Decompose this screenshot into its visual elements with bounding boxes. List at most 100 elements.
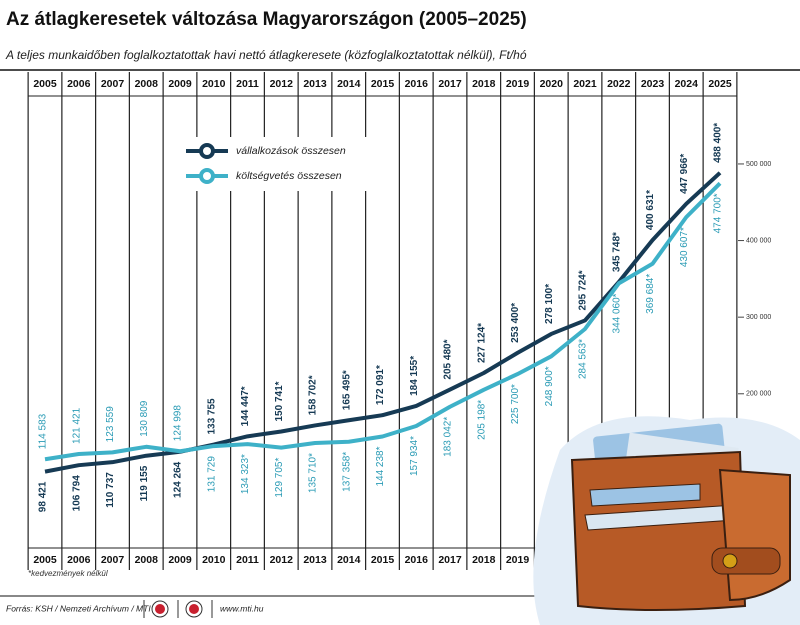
legend: vállalkozások összesen költségvetés össze… xyxy=(178,137,368,191)
data-label: 253 400* xyxy=(510,303,521,343)
data-label: 144 447* xyxy=(240,386,251,426)
x-tick-label: 2024 xyxy=(675,78,699,90)
y-tick-label: 400 000 xyxy=(746,237,771,244)
y-tick-label: 300 000 xyxy=(746,314,771,321)
data-label: 295 724* xyxy=(578,270,589,310)
data-label: 137 358* xyxy=(341,452,352,492)
data-label: 124 264 xyxy=(173,461,184,498)
legend-label: költségvetés összesen xyxy=(236,170,342,182)
data-label: 184 155* xyxy=(409,356,420,396)
x-tick-label: 2011 xyxy=(236,78,259,90)
x-tick-label: 2008 xyxy=(135,554,159,566)
chart-subtitle: A teljes munkaidőben foglalkoztatottak h… xyxy=(5,48,527,62)
data-label: 110 737 xyxy=(105,472,116,508)
data-label: 205 480* xyxy=(443,339,454,379)
logo xyxy=(189,604,199,614)
flap xyxy=(718,468,791,602)
website: www.mti.hu xyxy=(220,603,264,613)
slot xyxy=(589,483,701,507)
x-tick-label: 2010 xyxy=(202,554,226,566)
x-tick-label: 2018 xyxy=(472,78,496,90)
footnote: *kedvezmények nélkül xyxy=(28,569,108,578)
data-label: 135 710* xyxy=(308,453,319,493)
x-tick-label: 2014 xyxy=(337,554,361,566)
wallet-illustration xyxy=(533,416,800,625)
logo xyxy=(155,604,165,614)
x-tick-label: 2014 xyxy=(337,78,361,90)
data-label: 369 684* xyxy=(645,274,656,314)
x-tick-label: 2015 xyxy=(371,78,395,90)
data-label: 165 495* xyxy=(341,370,352,410)
x-tick-label: 2018 xyxy=(472,554,496,566)
x-tick-label: 2009 xyxy=(168,554,192,566)
data-label: 150 741* xyxy=(274,381,285,421)
data-label: 430 607* xyxy=(679,227,690,267)
data-label: 129 705* xyxy=(274,458,285,498)
data-label: 123 559 xyxy=(105,406,116,443)
x-tick-label: 2006 xyxy=(67,554,91,566)
data-label: 183 042* xyxy=(443,417,454,457)
x-tick-label: 2019 xyxy=(506,78,530,90)
series-line xyxy=(44,181,722,462)
data-label: 98 421 xyxy=(38,481,49,512)
x-tick-label: 2020 xyxy=(540,78,564,90)
data-label: 278 100* xyxy=(544,284,555,324)
x-tick-label: 2016 xyxy=(405,554,429,566)
data-label: 124 998 xyxy=(173,405,184,442)
x-tick-label: 2007 xyxy=(101,78,125,90)
x-tick-label: 2025 xyxy=(708,78,732,90)
data-label: 144 238* xyxy=(375,446,386,486)
x-tick-label: 2021 xyxy=(573,78,597,90)
x-tick-label: 2008 xyxy=(135,78,159,90)
data-label: 106 794 xyxy=(71,475,82,512)
x-tick-label: 2006 xyxy=(67,78,91,90)
data-label: 205 198* xyxy=(476,400,487,440)
data-label: 134 323* xyxy=(240,454,251,494)
x-tick-label: 2012 xyxy=(270,78,294,90)
series-line xyxy=(44,171,722,474)
data-label: 130 809 xyxy=(139,400,150,437)
x-tick-label: 2007 xyxy=(101,554,125,566)
x-tick-label: 2023 xyxy=(641,78,665,90)
x-tick-label: 2017 xyxy=(438,78,462,90)
x-tick-label: 2005 xyxy=(33,554,57,566)
x-tick-label: 2022 xyxy=(607,78,631,90)
logos xyxy=(143,600,213,618)
strap xyxy=(711,547,781,575)
x-tick-label: 2016 xyxy=(405,78,429,90)
legend-label: vállalkozások összesen xyxy=(236,145,346,157)
button xyxy=(722,553,738,569)
x-tick-label: 2010 xyxy=(202,78,226,90)
source: Forrás: KSH / Nemzeti Archívum / MTI xyxy=(6,603,151,613)
legend-marker xyxy=(199,168,215,184)
x-tick-label: 2005 xyxy=(33,78,57,90)
x-tick-label: 2015 xyxy=(371,554,395,566)
data-label: 114 583 xyxy=(38,413,49,449)
data-label: 131 729 xyxy=(206,456,217,493)
x-tick-label: 2013 xyxy=(303,554,327,566)
data-label: 345 748* xyxy=(611,232,622,272)
data-label: 227 124* xyxy=(476,323,487,363)
y-tick-label: 500 000 xyxy=(746,161,771,168)
data-label: 225 700* xyxy=(510,384,521,424)
data-label: 248 900* xyxy=(544,366,555,406)
x-tick-label: 2011 xyxy=(236,554,259,566)
data-label: 121 421 xyxy=(71,407,82,444)
data-label: 133 755 xyxy=(206,398,217,435)
data-label: 284 563* xyxy=(578,339,589,379)
wallet-body xyxy=(570,450,747,611)
x-tick-label: 2013 xyxy=(303,78,327,90)
data-label: 344 060* xyxy=(611,293,622,333)
data-label: 447 966* xyxy=(679,154,690,194)
data-label: 119 155 xyxy=(139,465,150,501)
data-label: 474 700* xyxy=(713,193,724,233)
data-label: 157 934* xyxy=(409,436,420,476)
y-tick-label: 200 000 xyxy=(746,391,771,398)
x-tick-label: 2012 xyxy=(270,554,294,566)
data-label: 172 091* xyxy=(375,365,386,405)
data-label: 488 400* xyxy=(713,123,724,163)
data-label: 400 631* xyxy=(645,190,656,230)
x-tick-label: 2017 xyxy=(438,554,462,566)
data-label: 158 702* xyxy=(308,375,319,415)
